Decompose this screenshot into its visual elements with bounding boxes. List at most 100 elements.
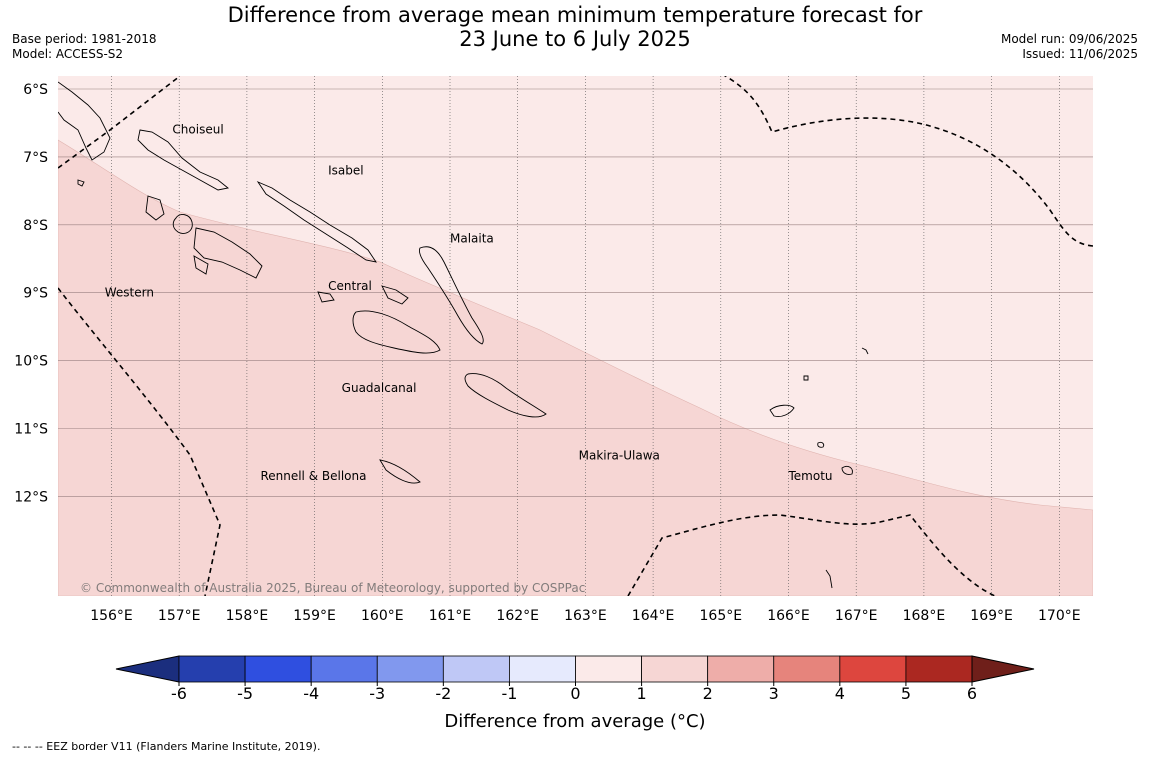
island-newgeorgia — [145, 195, 165, 221]
anomaly-zone-1-2 — [58, 139, 1093, 596]
latitude-tick-label: 11°S — [14, 422, 48, 438]
colorbar-tick-label: -3 — [369, 684, 385, 703]
longitude-labels: 156°E 157°E 158°E 159°E 160°E 161°E 162°E 163°E… — [90, 608, 1080, 624]
colorbar-segment — [641, 655, 709, 683]
province-label: Temotu — [788, 469, 833, 483]
colorbar-extend-high — [971, 655, 1035, 683]
province-label: Malaita — [450, 231, 494, 245]
colorbar-segment — [905, 655, 973, 683]
longitude-tick-label: 168°E — [903, 608, 946, 624]
longitude-tick-label: 164°E — [632, 608, 675, 624]
colorbar-tick-label: -4 — [303, 684, 319, 703]
eez-border-south — [627, 514, 996, 596]
island-rendova — [193, 255, 209, 275]
eez-borders — [58, 76, 1093, 596]
colorbar-extend-low — [115, 655, 180, 683]
province-label: Guadalcanal — [342, 381, 417, 395]
longitude-tick-label: 156°E — [90, 608, 133, 624]
issued-date: Issued: 11/06/2025 — [1022, 47, 1138, 61]
island-makira — [464, 373, 547, 418]
island-florida — [381, 285, 409, 305]
colorbar-segment — [178, 655, 246, 683]
longitude-tick-label: 170°E — [1038, 608, 1081, 624]
colorbar-tick-label: -1 — [501, 684, 517, 703]
model-run-date: Model run: 09/06/2025 — [1000, 32, 1138, 46]
latitude-tick-label: 12°S — [14, 489, 48, 505]
island-malaita — [419, 246, 484, 345]
latitude-tick-label: 7°S — [23, 150, 48, 166]
longitude-tick-label: 158°E — [226, 608, 269, 624]
colorbar-tick-label: 5 — [901, 684, 911, 703]
coastlines — [58, 81, 869, 589]
island-tikopia — [817, 441, 825, 448]
colorbar-tick-label: -2 — [435, 684, 451, 703]
colorbar-segment — [773, 655, 841, 683]
island-isabel — [256, 180, 377, 263]
eez-border-west — [58, 287, 221, 596]
island-duff — [861, 347, 869, 355]
province-label: Western — [105, 286, 154, 300]
colorbar-tick-label: -6 — [171, 684, 187, 703]
longitude-tick-label: 166°E — [767, 608, 810, 624]
colorbar-segment — [376, 655, 444, 683]
island-russell — [317, 291, 335, 303]
latitude-tick-label: 8°S — [23, 218, 48, 234]
latitude-tick-label: 10°S — [14, 354, 48, 370]
longitude-tick-label: 163°E — [564, 608, 607, 624]
copyright-notice: © Commonwealth of Australia 2025, Bureau… — [80, 581, 585, 595]
island-vanikoro — [841, 465, 853, 475]
latitude-tick-label: 9°S — [23, 286, 48, 302]
colorbar — [115, 655, 1035, 683]
colorbar-tick-label: 4 — [835, 684, 845, 703]
colorbar-tick-label: 1 — [636, 684, 646, 703]
island-shortland — [77, 179, 85, 187]
colorbar-segment — [244, 655, 312, 683]
colorbar-label: Difference from average (°C) — [444, 711, 705, 732]
island-anuta — [825, 569, 833, 589]
longitude-tick-label: 165°E — [700, 608, 743, 624]
province-labels: Choiseul Isabel Malaita Western Central Guada… — [105, 123, 833, 483]
island-vangunu — [193, 227, 263, 279]
model-name: Model: ACCESS-S2 — [12, 47, 124, 61]
eez-legend-note: -- -- -- EEZ border V11 (Flanders Marine… — [12, 740, 321, 753]
longitude-tick-label: 159°E — [293, 608, 336, 624]
longitude-tick-label: 160°E — [361, 608, 404, 624]
graticule — [58, 76, 1093, 596]
island-reef-islands — [803, 375, 809, 381]
longitude-tick-label: 169°E — [970, 608, 1013, 624]
run-info: Model run: 09/06/2025 Issued: 11/06/2025 — [1001, 32, 1138, 62]
colorbar-tick-label: 0 — [570, 684, 580, 703]
base-period: Base period: 1981-2018 — [12, 32, 157, 46]
island-kolombangara — [172, 214, 193, 234]
latitude-tick-label: 6°S — [23, 82, 48, 98]
title-line-1: Difference from average mean minimum tem… — [227, 3, 923, 27]
island-nendo — [769, 404, 795, 417]
colorbar-tick-labels: -6 -5 -4 -3 -2 -1 0 1 2 3 4 5 6 — [171, 682, 977, 703]
province-label: Isabel — [328, 163, 363, 177]
longitude-tick-label: 161°E — [429, 608, 472, 624]
colorbar-segment — [509, 655, 576, 683]
map-area: Choiseul Isabel Malaita Western Central Guada… — [58, 76, 1093, 596]
title-line-2: 23 June to 6 July 2025 — [459, 27, 691, 51]
colorbar-tick-label: 6 — [967, 684, 977, 703]
colorbar-segment — [310, 655, 378, 683]
province-label: Rennell & Bellona — [260, 469, 366, 483]
base-info: Base period: 1981-2018 Model: ACCESS-S2 — [12, 32, 157, 62]
colorbar-segment — [575, 655, 642, 683]
longitude-tick-label: 162°E — [496, 608, 539, 624]
latitude-labels: 6°S 7°S 8°S 9°S 10°S 11°S 12°S — [14, 82, 48, 505]
province-label: Central — [328, 279, 372, 293]
province-label: Choiseul — [172, 123, 223, 137]
eez-border-north — [723, 76, 1093, 247]
longitude-tick-label: 157°E — [158, 608, 201, 624]
island-bougainville — [58, 81, 111, 161]
eez-border-northwest — [58, 76, 181, 169]
island-choiseul — [137, 129, 230, 191]
colorbar-tick-label: 2 — [703, 684, 713, 703]
province-label: Makira-Ulawa — [579, 449, 660, 463]
colorbar-segment — [707, 655, 775, 683]
colorbar-tick-label: 3 — [769, 684, 779, 703]
colorbar-segment — [839, 655, 907, 683]
map-title: Difference from average mean minimum tem… — [0, 3, 1150, 51]
